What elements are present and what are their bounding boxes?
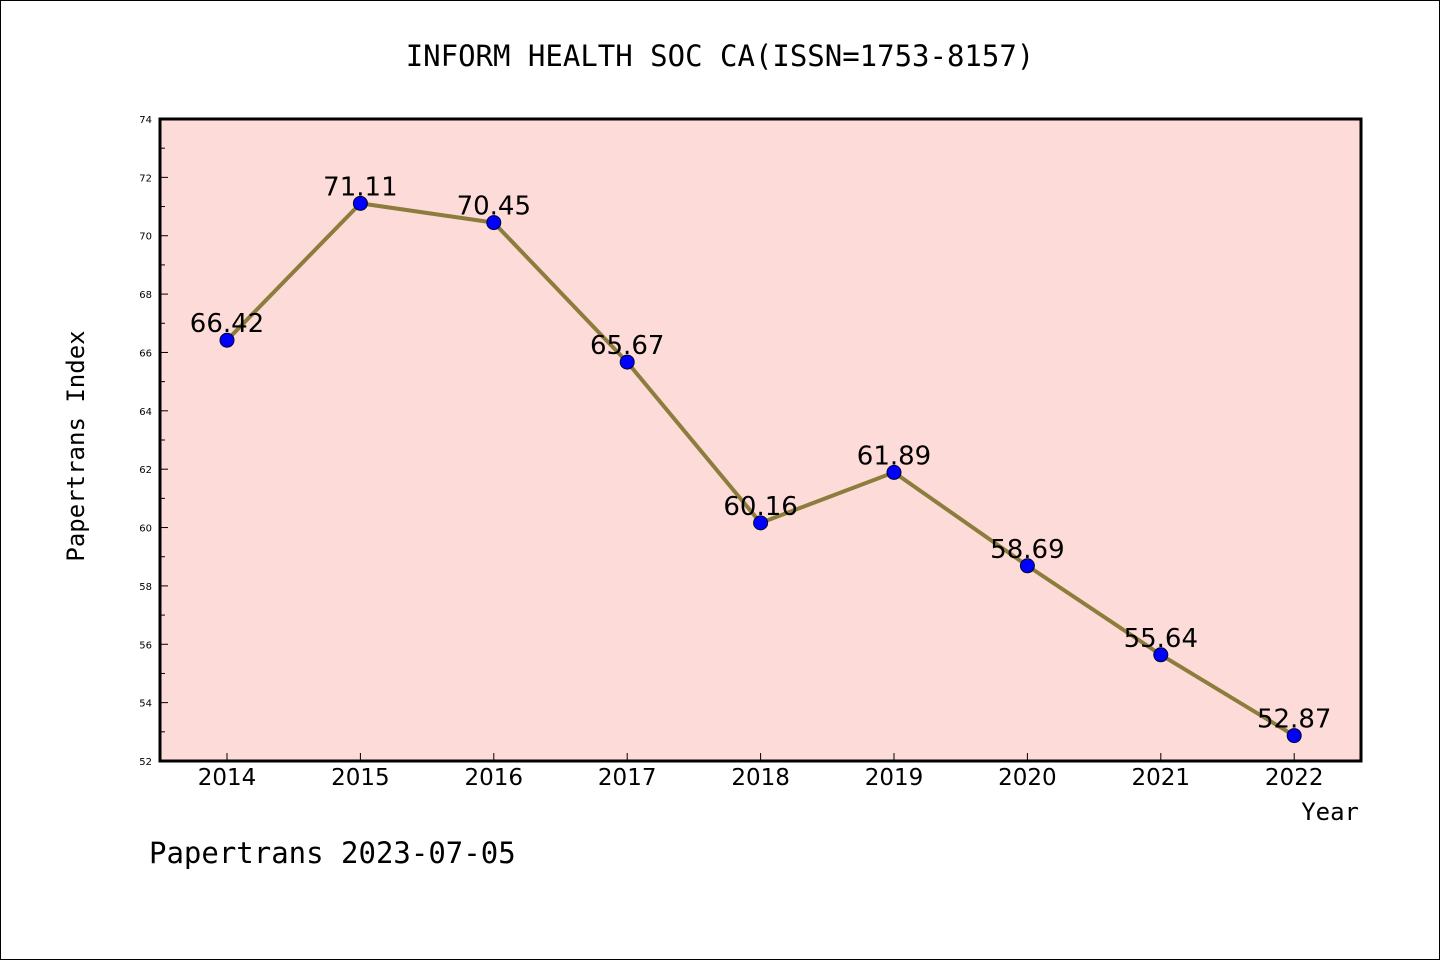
y-tick-label: 68 — [139, 290, 152, 301]
footer-text: Papertrans 2023-07-05 — [149, 836, 516, 870]
chart-title: INFORM HEALTH SOC CA(ISSN=1753-8157) — [406, 39, 1035, 73]
y-tick-label: 52 — [139, 757, 152, 768]
data-label: 66.42 — [190, 309, 264, 339]
x-tick-label: 2014 — [198, 765, 257, 791]
y-tick-label: 74 — [139, 115, 152, 126]
data-point-marker — [486, 215, 502, 231]
y-tick-label: 72 — [139, 173, 152, 184]
data-label: 65.67 — [590, 331, 664, 361]
data-point-marker — [619, 354, 635, 370]
y-tick-label: 66 — [139, 348, 152, 359]
data-label: 61.89 — [857, 441, 931, 471]
data-point-marker — [1019, 558, 1035, 574]
data-point-marker — [352, 195, 368, 211]
y-tick-label: 58 — [139, 582, 152, 593]
x-tick-label: 2018 — [731, 765, 790, 791]
x-tick-label: 2016 — [465, 765, 524, 791]
y-tick-label: 56 — [139, 640, 152, 651]
series-markers — [219, 195, 1302, 744]
x-axis-label: Year — [1301, 798, 1359, 826]
data-label: 55.64 — [1124, 624, 1198, 654]
data-label: 70.45 — [457, 192, 531, 222]
x-tick-label: 2021 — [1132, 765, 1191, 791]
data-label: 52.87 — [1257, 705, 1331, 735]
data-label: 58.69 — [990, 535, 1064, 565]
data-point-marker — [886, 464, 902, 480]
y-tick-label: 70 — [139, 232, 152, 243]
data-point-marker — [1286, 728, 1302, 744]
plot-border — [158, 117, 1363, 763]
x-tick-label: 2022 — [1265, 765, 1324, 791]
data-point-marker — [1153, 647, 1169, 663]
x-tick-label: 2020 — [998, 765, 1057, 791]
data-point-marker — [753, 515, 769, 531]
y-tick-label: 62 — [139, 465, 152, 476]
x-tick-label: 2019 — [865, 765, 924, 791]
x-tick-label: 2015 — [331, 765, 390, 791]
x-tick-label: 2017 — [598, 765, 657, 791]
data-labels: 66.42 71.11 70.45 65.67 60.16 61.89 58.69 55.64… — [190, 172, 1332, 734]
y-tick-label: 60 — [139, 524, 152, 535]
data-point-marker — [219, 332, 235, 348]
x-axis: 2014 2015 2016 2017 2018 2019 2020 2021 2022 — [198, 753, 1324, 791]
data-label: 60.16 — [723, 492, 797, 522]
y-tick-label: 54 — [139, 699, 152, 710]
y-axis-label: Papertrans Index — [62, 330, 90, 561]
y-tick-label: 64 — [139, 407, 152, 418]
data-label: 71.11 — [323, 172, 397, 202]
